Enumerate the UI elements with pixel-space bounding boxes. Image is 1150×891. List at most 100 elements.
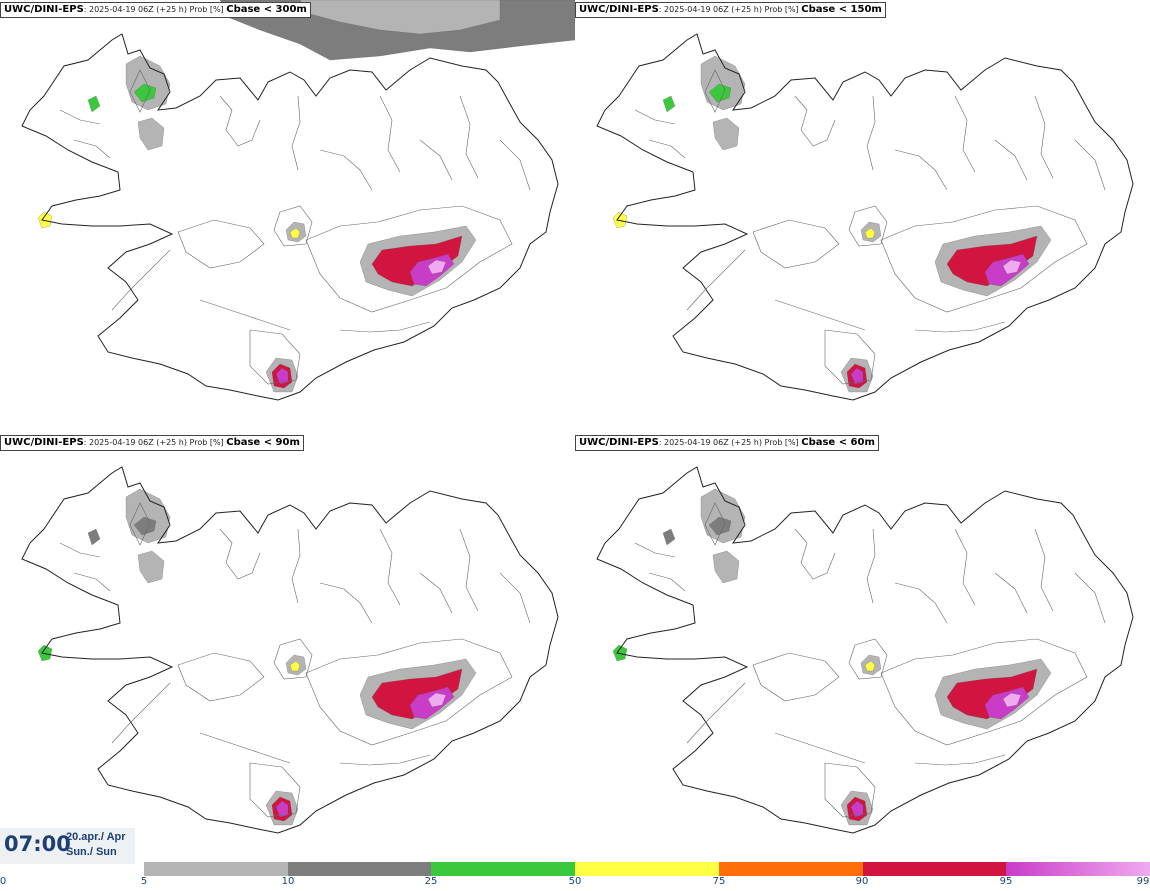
terrain-contour [880,205,1088,313]
prob-area-vatnajokull [946,668,1038,720]
terrain-contour [177,219,265,269]
terrain-contour [73,572,111,592]
prob-area-snaefellsnes [612,644,628,662]
terrain-contour [459,95,479,179]
probability-field [37,0,575,393]
terrain-contour [866,95,876,171]
terrain-contour [704,69,726,113]
scale-tick-label: 50 [568,876,582,887]
terrain-contour [1034,95,1054,179]
panel-title: UWC/DINI-EPS: 2025-04-19 06Z (+25 h) Pro… [575,435,879,451]
panel-title: UWC/DINI-EPS: 2025-04-19 06Z (+25 h) Pro… [0,435,304,451]
terrain-contour [686,682,746,744]
terrain-contour [686,249,746,311]
terrain-contour [129,502,151,546]
scale-tick-label: 99 [1136,876,1150,887]
prob-area-vatnajokull [371,235,463,287]
terrain-contour [848,638,888,680]
valid-time-box: 07:00 20.apr./ Apr Sun./ Sun [0,828,135,864]
prob-area-westfjords [700,488,746,544]
run-info: : 2025-04-19 06Z (+25 h) Prob [%] [83,438,227,447]
terrain-contour [752,652,840,702]
terrain-contour [499,572,531,624]
scale-bin-50-75 [575,862,720,876]
terrain-contour [704,502,726,546]
prob-area-vatnajokull [946,235,1038,287]
map-panel-cbase-150: UWC/DINI-EPS: 2025-04-19 06Z (+25 h) Pro… [575,0,1150,435]
iceland-map [596,33,1134,401]
prob-area-westfjords [137,117,165,151]
run-info: : 2025-04-19 06Z (+25 h) Prob [%] [658,5,802,14]
probability-color-scale [144,862,1150,876]
prob-area-westfjords [125,488,171,544]
terrain-contour [1074,572,1106,624]
prob-area-snaefellsnes [612,211,628,229]
terrain-contour [1074,139,1106,191]
prob-area-westfjords [87,528,101,546]
terrain-contour [459,528,479,612]
scale-tick-label: 75 [712,876,726,887]
prob-area-westfjords [133,83,157,103]
terrain-contour [499,139,531,191]
scale-tick-label: 10 [281,876,295,887]
run-info: : 2025-04-19 06Z (+25 h) Prob [%] [658,438,802,447]
iceland-coastline [21,466,559,834]
parameter-label: Cbase < 60m [801,437,875,448]
terrain-contour [648,139,686,159]
terrain-contour [59,109,101,125]
scale-tick-label: 95 [999,876,1013,887]
terrain-contour [249,329,301,385]
prob-area-vatnajokull [1002,692,1022,708]
iceland-map [21,0,575,401]
prob-area-westfjords [700,55,746,111]
model-name: UWC/DINI-EPS [579,437,659,448]
terrain-contour [339,754,431,766]
terrain-contour [794,528,836,580]
scale-bin-25-50 [431,862,576,876]
prob-area-westfjords [708,83,732,103]
terrain-contour [199,732,291,764]
terrain-contour [419,139,453,181]
prob-area-westfjords [137,550,165,584]
model-name: UWC/DINI-EPS [579,4,659,15]
terrain-contour [319,149,373,191]
iceland-map [596,466,1134,834]
prob-area-vatnajokull [427,692,447,708]
probability-field [612,488,1052,826]
parameter-label: Cbase < 90m [226,437,300,448]
terrain-contour [305,205,513,313]
parameter-label: Cbase < 300m [226,4,307,15]
prob-area-north-sea [299,0,501,35]
run-info: : 2025-04-19 06Z (+25 h) Prob [%] [83,5,227,14]
terrain-contour [994,572,1028,614]
prob-area-westfjords [708,516,732,536]
terrain-contour [634,109,676,125]
terrain-contour [954,528,976,606]
prob-area-westfjords [662,95,676,113]
iceland-coastline [596,466,1134,834]
terrain-contour [824,329,876,385]
prob-area-westfjords [662,528,676,546]
terrain-contour [219,95,261,147]
scale-bin-95-99 [1006,862,1150,876]
terrain-contour [249,762,301,818]
valid-day: Sun./ Sun [66,846,117,858]
prob-area-snaefellsnes [37,211,53,229]
terrain-contour [824,762,876,818]
terrain-contour [648,572,686,592]
terrain-contour [894,582,948,624]
scale-tick-label: 5 [140,876,148,887]
terrain-contour [291,95,301,171]
panel-title: UWC/DINI-EPS: 2025-04-19 06Z (+25 h) Pro… [575,2,886,18]
terrain-contour [73,139,111,159]
map-panel-cbase-60: UWC/DINI-EPS: 2025-04-19 06Z (+25 h) Pro… [575,433,1150,868]
probability-field [612,55,1052,393]
prob-area-hofsjokull [289,227,301,239]
model-name: UWC/DINI-EPS [4,4,84,15]
terrain-contour [774,732,866,764]
terrain-contour [794,95,836,147]
prob-area-hofsjokull [289,660,301,672]
terrain-contour [894,149,948,191]
prob-area-westfjords [133,516,157,536]
prob-area-vatnajokull [427,259,447,275]
